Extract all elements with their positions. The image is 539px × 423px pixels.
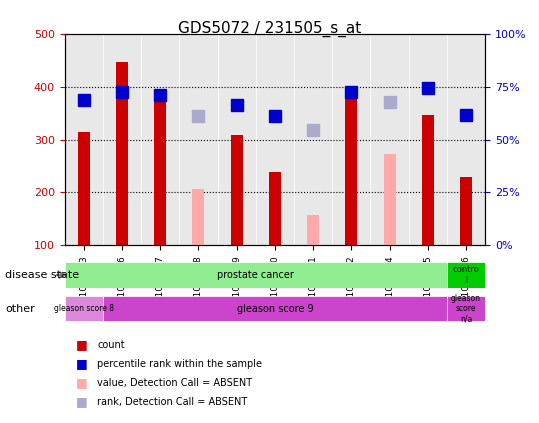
Bar	[421, 115, 434, 245]
Text: contro
l: contro l	[453, 265, 479, 285]
Bar	[345, 97, 357, 245]
FancyBboxPatch shape	[65, 296, 103, 321]
Text: count: count	[97, 340, 125, 350]
Bar	[192, 189, 204, 245]
Bar	[154, 95, 166, 245]
FancyBboxPatch shape	[65, 262, 447, 288]
Text: prostate cancer: prostate cancer	[217, 270, 294, 280]
Bar	[307, 215, 319, 245]
Text: gleason score 8: gleason score 8	[54, 304, 114, 313]
Bar	[231, 135, 243, 245]
Text: ■: ■	[75, 338, 87, 351]
Bar	[269, 173, 281, 245]
Bar	[460, 177, 472, 245]
Text: other: other	[5, 304, 35, 314]
Bar	[78, 132, 90, 245]
Text: disease state: disease state	[5, 270, 80, 280]
Text: ■: ■	[75, 396, 87, 408]
Text: value, Detection Call = ABSENT: value, Detection Call = ABSENT	[97, 378, 252, 388]
Text: GDS5072 / 231505_s_at: GDS5072 / 231505_s_at	[178, 21, 361, 37]
Bar	[116, 62, 128, 245]
Text: ■: ■	[75, 376, 87, 389]
FancyBboxPatch shape	[103, 296, 447, 321]
Text: percentile rank within the sample: percentile rank within the sample	[97, 359, 262, 369]
Text: ■: ■	[75, 357, 87, 370]
FancyBboxPatch shape	[447, 296, 485, 321]
Bar	[384, 154, 396, 245]
Text: gleason score 9: gleason score 9	[237, 304, 313, 314]
Text: rank, Detection Call = ABSENT: rank, Detection Call = ABSENT	[97, 397, 247, 407]
FancyBboxPatch shape	[447, 262, 485, 288]
Text: gleason
score
n/a: gleason score n/a	[451, 294, 481, 324]
